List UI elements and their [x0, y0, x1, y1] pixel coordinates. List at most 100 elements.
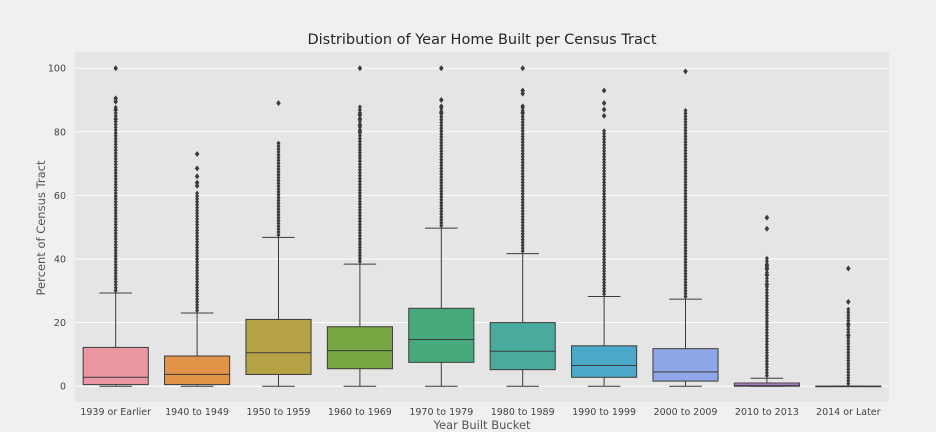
outlier-point: [683, 162, 688, 168]
outlier-point: [520, 237, 525, 243]
outlier-point: [520, 225, 525, 231]
x-tick-label: 1960 to 1969: [328, 407, 392, 418]
outlier-point: [764, 364, 769, 370]
outlier-point: [357, 241, 362, 247]
outlier-point: [764, 330, 769, 336]
outlier-point: [357, 250, 362, 256]
outlier-point: [764, 344, 769, 350]
outlier-point: [357, 173, 362, 179]
outlier-point: [276, 223, 281, 229]
outlier-point: [601, 100, 607, 107]
outlier-point: [113, 130, 118, 136]
outlier-point: [357, 230, 362, 236]
outlier-point: [520, 154, 525, 160]
outlier-point: [683, 271, 688, 277]
outlier-point: [683, 125, 688, 131]
outlier-point: [602, 259, 607, 266]
outlier-point: [195, 207, 200, 213]
outlier-point: [439, 145, 444, 151]
outlier-point: [602, 202, 607, 208]
outlier-point: [439, 188, 444, 194]
outlier-point: [602, 188, 607, 194]
outlier-point: [602, 251, 607, 257]
outlier-point: [195, 216, 200, 222]
outlier-point: [357, 175, 362, 182]
outlier-point: [764, 290, 769, 296]
outlier-point: [439, 154, 444, 160]
outlier-point: [195, 239, 200, 245]
outlier-point: [602, 194, 607, 200]
outlier-point: [520, 199, 525, 205]
outlier-point: [357, 170, 362, 176]
outlier-point: [357, 147, 362, 153]
outlier-point: [113, 282, 118, 288]
outlier-point: [113, 95, 118, 102]
outlier-point: [520, 125, 525, 131]
outlier-point: [439, 211, 444, 217]
outlier-point: [113, 113, 118, 119]
outlier-point: [194, 173, 200, 180]
outlier-point: [683, 179, 688, 185]
outlier-point: [683, 153, 688, 159]
outlier-point: [764, 318, 769, 324]
outlier-point: [846, 318, 851, 324]
outlier-point: [357, 181, 362, 187]
outlier-point: [113, 199, 118, 205]
outlier-point: [276, 183, 281, 189]
outlier-point: [764, 304, 769, 310]
outlier-point: [683, 122, 688, 128]
outlier-point: [520, 242, 525, 248]
outlier-point: [602, 245, 607, 251]
outlier-point: [276, 172, 281, 178]
outlier-point: [113, 116, 118, 123]
outlier-point: [357, 144, 362, 150]
outlier-point: [602, 156, 607, 163]
outlier-point: [846, 358, 851, 364]
outlier-point: [602, 182, 607, 188]
outlier-point: [113, 184, 118, 191]
outlier-point: [439, 140, 444, 146]
x-axis-label: Year Built Bucket: [433, 418, 531, 432]
outlier-point: [683, 107, 688, 114]
outlier-point: [357, 135, 362, 142]
box: [652, 348, 719, 382]
outlier-point: [520, 219, 525, 226]
outlier-point: [113, 127, 118, 133]
outlier-point: [357, 150, 362, 156]
outlier-point: [764, 370, 769, 376]
outlier-point: [602, 239, 607, 246]
outlier-point: [113, 181, 118, 188]
outlier-point: [439, 180, 444, 186]
outlier-point: [195, 270, 200, 276]
outlier-point: [764, 258, 769, 264]
outlier-point: [195, 219, 200, 225]
outlier-point: [846, 372, 851, 378]
outlier-point: [357, 210, 362, 216]
outlier-point: [846, 361, 851, 367]
outlier-point: [683, 219, 688, 225]
outlier-point: [602, 285, 607, 291]
outlier-point: [357, 116, 363, 123]
outlier-point: [195, 247, 200, 254]
outlier-point: [195, 250, 200, 256]
outlier-point: [683, 196, 688, 202]
outlier-point: [846, 340, 851, 347]
outlier-point: [520, 176, 525, 183]
outlier-point: [602, 214, 607, 220]
outlier-point: [113, 279, 118, 285]
outlier-point: [764, 255, 769, 261]
outlier-point: [846, 321, 851, 328]
outlier-point: [195, 196, 200, 202]
outlier-point: [602, 271, 607, 277]
outlier-point: [357, 184, 362, 190]
outlier-point: [602, 162, 607, 168]
outlier-point: [520, 205, 525, 211]
x-tick-label: 1990 to 1999: [572, 407, 636, 418]
outlier-point: [195, 264, 200, 271]
outlier-point: [113, 202, 118, 208]
outlier-point: [764, 373, 769, 379]
outlier-point: [357, 158, 362, 164]
outlier-point: [113, 147, 118, 153]
outlier-point: [683, 127, 688, 134]
outlier-point: [683, 265, 688, 271]
